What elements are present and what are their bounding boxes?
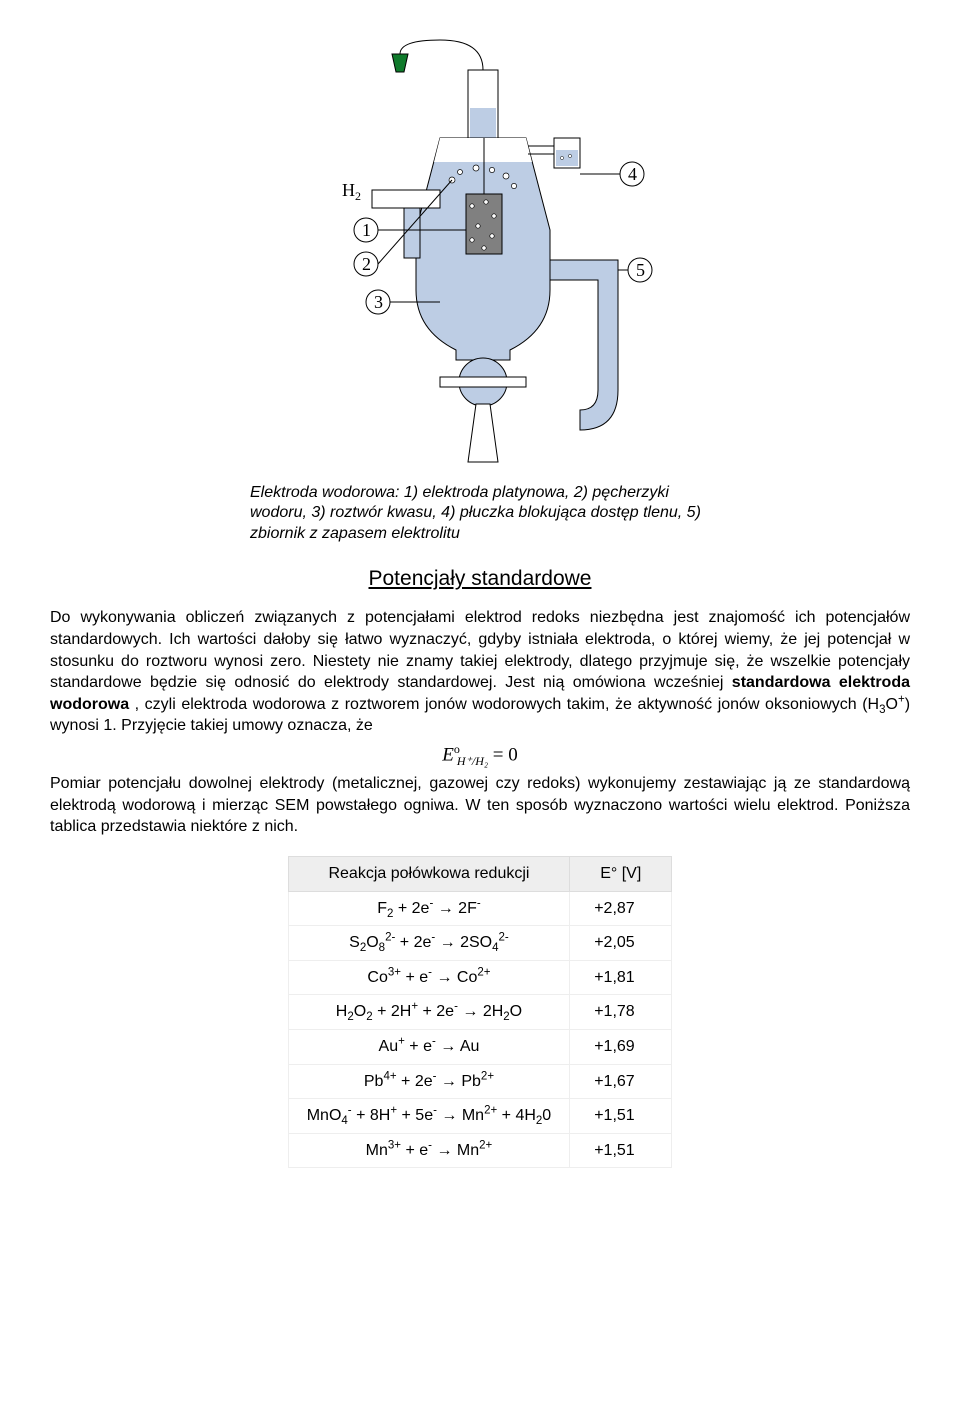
cell-value: +1,67 bbox=[570, 1064, 672, 1099]
cell-reaction: H2O2 + 2H+ + 2e- → 2H2O bbox=[288, 995, 569, 1030]
eq-E: E bbox=[442, 744, 454, 765]
equation: EoH⁺/H₂ = 0 bbox=[50, 741, 910, 769]
paragraph-2: Pomiar potencjału dowolnej elektrody (me… bbox=[50, 773, 910, 838]
table-row: H2O2 + 2H+ + 2e- → 2H2O+1,78 bbox=[288, 995, 672, 1030]
potentials-table: Reakcja połówkowa redukcji E° [V] F2 + 2… bbox=[288, 856, 673, 1168]
cell-value: +1,51 bbox=[570, 1099, 672, 1134]
cell-reaction: MnO4- + 8H+ + 5e- → Mn2+ + 4H20 bbox=[288, 1099, 569, 1134]
cell-value: +1,78 bbox=[570, 995, 672, 1030]
ox-mid: O bbox=[886, 696, 898, 713]
cell-value: +2,05 bbox=[570, 926, 672, 961]
table-row: Co3+ + e- → Co2++1,81 bbox=[288, 960, 672, 995]
eq-rhs: = 0 bbox=[493, 744, 518, 765]
th-reaction: Reakcja połówkowa redukcji bbox=[288, 856, 569, 891]
figure-caption: Elektroda wodorowa: 1) elektroda platyno… bbox=[250, 483, 710, 545]
table-row: Mn3+ + e- → Mn2++1,51 bbox=[288, 1133, 672, 1168]
ox-sup: + bbox=[898, 693, 905, 705]
h2-label: H2 bbox=[342, 180, 361, 203]
table-row: Pb4+ + 2e- → Pb2++1,67 bbox=[288, 1064, 672, 1099]
cell-reaction: F2 + 2e- → 2F- bbox=[288, 891, 569, 926]
label-2: 2 bbox=[362, 254, 371, 274]
table-row: MnO4- + 8H+ + 5e- → Mn2+ + 4H20+1,51 bbox=[288, 1099, 672, 1134]
cell-reaction: Au+ + e- → Au bbox=[288, 1029, 569, 1064]
label-4: 4 bbox=[628, 164, 637, 184]
cell-reaction: S2O82- + 2e- → 2SO42- bbox=[288, 926, 569, 961]
eq-sub: H⁺/H₂ bbox=[457, 754, 488, 768]
p1-tail-a: , czyli elektroda wodorowa z roztworem j… bbox=[135, 696, 879, 713]
cell-reaction: Mn3+ + e- → Mn2+ bbox=[288, 1133, 569, 1168]
table-row: Au+ + e- → Au+1,69 bbox=[288, 1029, 672, 1064]
electrode-svg: H2 1 2 3 4 5 bbox=[280, 30, 680, 470]
paragraph-1: Do wykonywania obliczeń związanych z pot… bbox=[50, 607, 910, 737]
label-3: 3 bbox=[374, 292, 383, 312]
label-1: 1 bbox=[362, 220, 371, 240]
table-row: S2O82- + 2e- → 2SO42-+2,05 bbox=[288, 926, 672, 961]
cell-value: +1,81 bbox=[570, 960, 672, 995]
section-heading: Potencjały standardowe bbox=[50, 565, 910, 593]
electrode-diagram: H2 1 2 3 4 5 bbox=[50, 30, 910, 477]
cell-value: +1,51 bbox=[570, 1133, 672, 1168]
cell-value: +1,69 bbox=[570, 1029, 672, 1064]
th-value: E° [V] bbox=[570, 856, 672, 891]
cell-reaction: Co3+ + e- → Co2+ bbox=[288, 960, 569, 995]
label-5: 5 bbox=[636, 260, 645, 280]
cell-reaction: Pb4+ + 2e- → Pb2+ bbox=[288, 1064, 569, 1099]
table-row: F2 + 2e- → 2F-+2,87 bbox=[288, 891, 672, 926]
cell-value: +2,87 bbox=[570, 891, 672, 926]
